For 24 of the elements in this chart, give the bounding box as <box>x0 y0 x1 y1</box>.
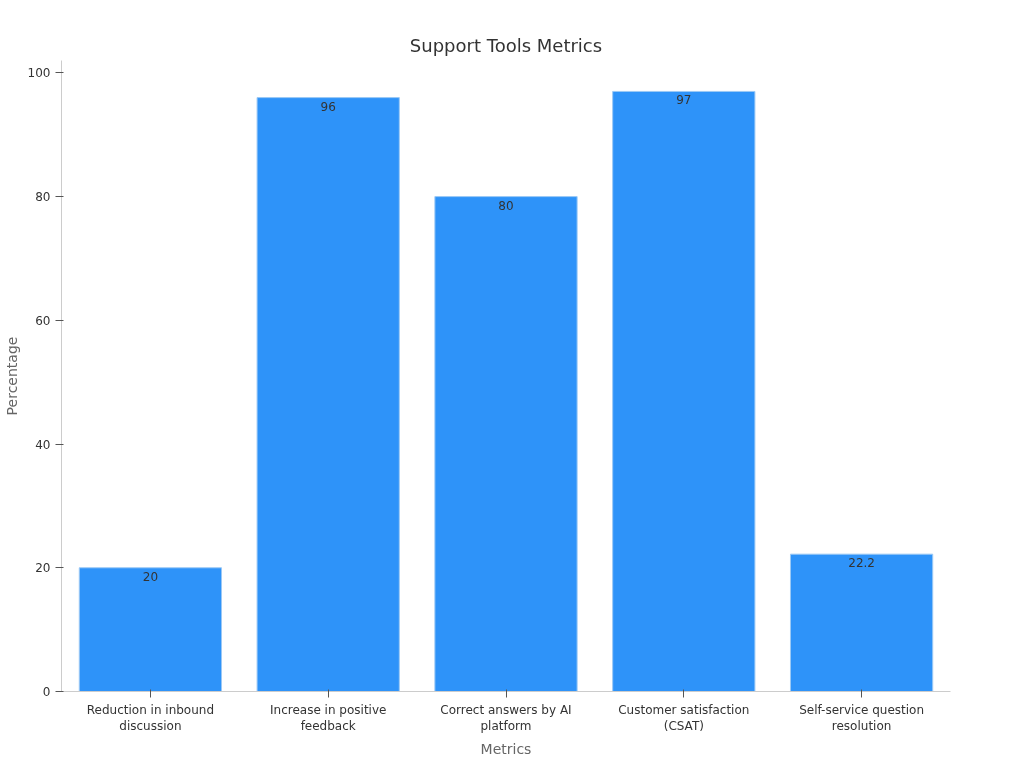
x-tick-label: Reduction in inbound discussion <box>86 702 215 734</box>
y-tick-label: 40 <box>35 437 51 452</box>
y-tick-label: 100 <box>27 66 51 81</box>
data-label: 22.2 <box>848 556 875 571</box>
y-tick-label: 80 <box>35 190 51 205</box>
x-tick-label: Customer satisfaction (CSAT) <box>618 702 750 734</box>
bar <box>256 97 400 692</box>
data-label: 80 <box>498 198 514 213</box>
bar <box>78 567 223 692</box>
bar <box>612 90 756 692</box>
x-tick-label: Self-service question resolution <box>799 702 925 734</box>
bar <box>789 553 934 692</box>
chart-title: Support Tools Metrics <box>409 34 603 56</box>
x-tick-label: Increase in positive feedback <box>269 702 387 734</box>
x-tick-label: Correct answers by AI platform <box>440 702 572 734</box>
data-label: 97 <box>676 93 692 108</box>
y-tick-label: 20 <box>35 561 51 576</box>
x-axis-title: Metrics <box>480 741 532 758</box>
y-axis-title: Percentage <box>3 336 20 416</box>
y-tick-label: 60 <box>35 313 51 328</box>
bar <box>434 196 578 692</box>
y-tick-label: 0 <box>42 685 51 699</box>
data-label: 96 <box>320 99 336 114</box>
data-label: 20 <box>142 569 159 584</box>
